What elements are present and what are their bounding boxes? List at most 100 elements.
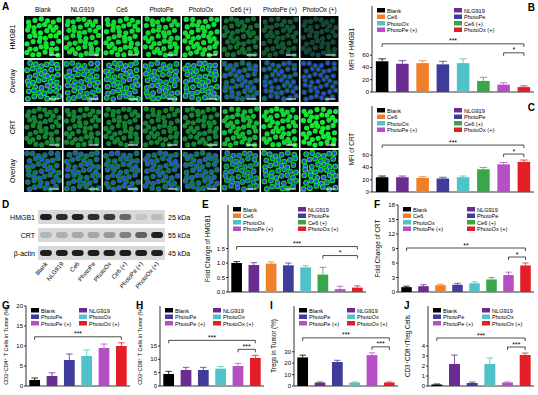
cell-signal [235, 91, 241, 97]
cell-signal [274, 106, 279, 111]
cell-signal [128, 62, 134, 68]
scale-bar [128, 189, 138, 190]
scale-bar [168, 99, 178, 100]
cell-signal [191, 141, 196, 146]
cell-signal [234, 44, 239, 49]
cell-nucleus [56, 157, 60, 161]
cell-signal [150, 173, 156, 179]
cell-nucleus [191, 185, 195, 189]
cell-signal [235, 119, 240, 124]
cell-nucleus [116, 165, 120, 169]
cell-signal [228, 45, 233, 50]
cell-signal [65, 173, 71, 179]
cell-signal [71, 19, 76, 24]
cell-nucleus [269, 94, 273, 98]
cell-nucleus [144, 72, 148, 76]
cell-signal [290, 79, 296, 85]
scale-bar [49, 145, 59, 146]
cell-signal [301, 35, 306, 40]
cell-signal [26, 172, 32, 178]
cell-nucleus [322, 92, 326, 96]
cell-nucleus [155, 83, 159, 87]
micrograph [182, 60, 220, 102]
cell-signal [253, 44, 258, 49]
micrograph-bg [222, 60, 260, 102]
cell-signal [49, 131, 54, 136]
cell-signal [120, 78, 126, 84]
cell-signal [212, 161, 218, 167]
cell-signal [110, 180, 116, 186]
cell-signal [124, 169, 130, 175]
cell-nucleus [57, 171, 61, 175]
cell-nucleus [151, 182, 155, 186]
scale-bar [89, 145, 99, 146]
cell-signal [242, 150, 248, 156]
cell-nucleus [236, 92, 240, 96]
cell-signal [88, 139, 93, 144]
cell-signal [154, 140, 159, 145]
cell-signal [106, 129, 111, 134]
cell-signal [325, 139, 330, 144]
cell-signal [47, 88, 53, 94]
cell-signal [70, 186, 76, 192]
cell-signal [313, 93, 319, 99]
cell-signal [31, 94, 37, 100]
cell-nucleus [163, 185, 167, 189]
cell-nucleus [83, 64, 87, 68]
cell-nucleus [275, 95, 279, 99]
cell-nucleus [254, 79, 258, 83]
cell-nucleus [229, 157, 233, 161]
cell-signal [202, 131, 207, 136]
cell-nucleus [129, 63, 133, 67]
cell-signal [149, 140, 154, 145]
cell-nucleus [264, 89, 268, 93]
cell-signal [330, 123, 335, 128]
cell-signal [72, 150, 78, 156]
cell-nucleus [151, 91, 155, 95]
cell-nucleus [288, 84, 292, 88]
micrograph [143, 16, 181, 58]
cell-signal [135, 113, 140, 118]
cell-nucleus [73, 67, 77, 71]
cell-signal [96, 88, 102, 94]
cell-signal [228, 156, 234, 162]
cell-signal [246, 142, 251, 147]
cell-signal [78, 24, 83, 29]
cell-signal [267, 52, 272, 57]
cell-nucleus [32, 95, 36, 99]
cell-signal [106, 141, 111, 146]
cell-signal [117, 94, 123, 100]
cell-nucleus [71, 187, 75, 191]
cell-nucleus [79, 153, 83, 157]
cell-nucleus [198, 160, 202, 164]
cell-signal [229, 16, 234, 21]
micrograph [24, 60, 62, 102]
cell-nucleus [107, 185, 111, 189]
cell-signal [224, 178, 230, 184]
cell-nucleus [209, 86, 213, 90]
cell-signal [239, 139, 244, 144]
cell-signal [288, 19, 293, 24]
cell-nucleus [155, 75, 159, 79]
cell-signal [144, 23, 149, 28]
cell-signal [169, 106, 174, 111]
cell-signal [127, 22, 132, 27]
cell-signal [110, 96, 116, 102]
cell-nucleus [43, 175, 47, 179]
micrograph [103, 16, 141, 58]
cell-signal [89, 49, 94, 54]
cell-nucleus [173, 168, 177, 172]
cell-signal [166, 85, 172, 91]
cell-nucleus [97, 89, 101, 93]
cell-signal [261, 41, 266, 46]
cell-nucleus [275, 184, 279, 188]
cell-signal [167, 39, 172, 44]
cell-nucleus [54, 89, 58, 93]
scale-bar [128, 99, 138, 100]
cell-nucleus [37, 79, 41, 83]
cell-signal [273, 134, 278, 139]
cell-signal [48, 33, 53, 38]
cell-nucleus [255, 176, 259, 180]
cell-signal [31, 88, 37, 94]
cell-signal [275, 17, 280, 22]
